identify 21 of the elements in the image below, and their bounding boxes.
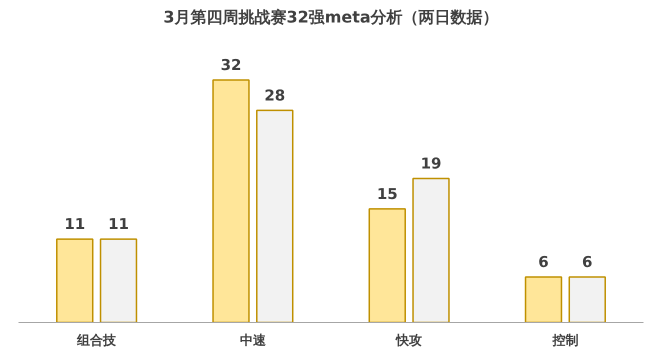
data-label: 15: [376, 184, 398, 203]
bar: [568, 276, 606, 322]
bar: [212, 79, 250, 322]
x-tick-label: 中速: [240, 334, 267, 348]
chart-title: 3月第四周挑战赛32强meta分析（两日数据）: [163, 8, 499, 26]
bar: [524, 276, 562, 322]
data-label: 6: [538, 253, 549, 272]
data-label: 11: [108, 215, 129, 234]
data-label: 11: [64, 215, 86, 234]
data-label: 6: [582, 253, 592, 272]
data-label: 32: [220, 56, 242, 74]
x-tick-label: 控制: [551, 334, 578, 348]
bar: [256, 110, 294, 322]
bar: [412, 178, 450, 322]
data-label: 28: [264, 86, 286, 104]
bar: [100, 238, 138, 322]
x-tick-label: 组合技: [76, 332, 118, 348]
bar: [56, 238, 94, 322]
data-label: 19: [420, 154, 442, 173]
x-tick-label: 快攻: [395, 334, 422, 348]
bar: [368, 208, 406, 322]
